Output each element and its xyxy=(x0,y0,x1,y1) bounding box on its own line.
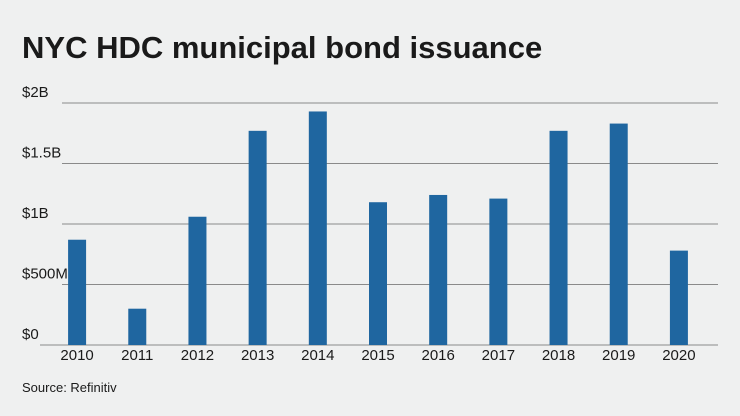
x-tick-label: 2017 xyxy=(482,347,515,364)
x-tick-label: 2015 xyxy=(361,347,394,364)
x-tick-label: 2011 xyxy=(121,347,153,364)
bar xyxy=(248,130,267,345)
x-tick-label: 2010 xyxy=(60,347,93,364)
bar xyxy=(308,111,327,345)
x-tick-label: 2020 xyxy=(662,347,695,364)
y-tick-label: $1B xyxy=(22,205,49,222)
bar xyxy=(128,308,147,345)
y-tick-label: $0 xyxy=(22,326,39,343)
bar xyxy=(669,250,688,345)
x-tick-label: 2012 xyxy=(181,347,214,364)
bar xyxy=(429,194,448,345)
x-tick-label: 2013 xyxy=(241,347,274,364)
bar xyxy=(369,202,387,345)
bar xyxy=(609,123,628,345)
bar xyxy=(489,198,508,345)
y-tick-label: $500M xyxy=(22,266,68,283)
bar xyxy=(68,239,87,345)
y-tick-label: $1.5B xyxy=(22,145,61,162)
bar xyxy=(549,130,568,345)
x-tick-label: 2018 xyxy=(542,347,575,364)
chart-title: NYC HDC municipal bond issuance xyxy=(22,30,542,65)
x-tick-label: 2014 xyxy=(301,347,334,364)
x-tick-label: 2019 xyxy=(602,347,635,364)
x-tick-label: 2016 xyxy=(421,347,454,364)
source-note: Source: Refinitiv xyxy=(22,380,117,395)
y-tick-label: $2B xyxy=(22,84,49,101)
bar xyxy=(188,216,207,345)
